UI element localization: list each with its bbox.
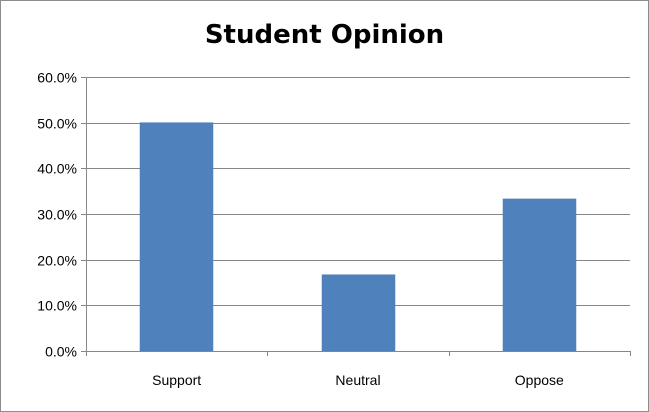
bar-neutral xyxy=(321,274,396,352)
bar-support xyxy=(139,122,214,352)
bars xyxy=(139,122,577,352)
x-tick-labels: Support Neutral Oppose xyxy=(152,372,564,388)
x-tick-label-neutral: Neutral xyxy=(335,372,380,388)
axes xyxy=(81,77,631,356)
x-tick-label-oppose: Oppose xyxy=(515,372,564,388)
y-tick-label: 0.0% xyxy=(45,344,77,360)
chart-title: Student Opinion xyxy=(204,20,445,50)
y-tick-label: 40.0% xyxy=(37,161,77,177)
y-tick-label: 20.0% xyxy=(37,253,77,269)
y-tick-label: 30.0% xyxy=(37,207,77,223)
y-tick-label: 50.0% xyxy=(37,116,77,132)
bar-oppose xyxy=(502,198,577,352)
y-tick-labels: 0.0% 10.0% 20.0% 30.0% 40.0% 50.0% 60.0% xyxy=(37,70,77,360)
y-tick-label: 60.0% xyxy=(37,70,77,86)
y-tick-label: 10.0% xyxy=(37,298,77,314)
x-tick-label-support: Support xyxy=(152,372,201,388)
